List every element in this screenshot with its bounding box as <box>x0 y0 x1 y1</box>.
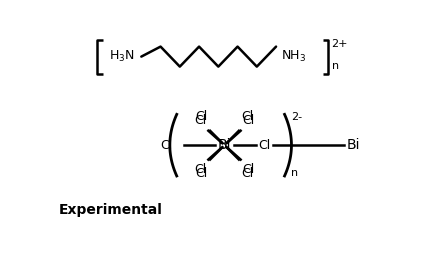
Text: Cl: Cl <box>242 163 254 176</box>
Text: NH$_3$: NH$_3$ <box>281 49 306 64</box>
Text: Cl: Cl <box>258 139 270 152</box>
Text: H$_3$N: H$_3$N <box>109 49 134 64</box>
Text: Experimental: Experimental <box>59 203 163 217</box>
Text: Bi: Bi <box>218 138 231 152</box>
Text: Cl: Cl <box>194 163 206 176</box>
Text: Cl: Cl <box>195 110 207 123</box>
Text: n: n <box>292 168 299 178</box>
Text: Cl: Cl <box>241 167 254 180</box>
Text: Cl: Cl <box>195 167 207 180</box>
Text: n: n <box>332 61 340 71</box>
Text: Bi: Bi <box>347 138 361 152</box>
Text: 2+: 2+ <box>331 39 348 49</box>
Text: Cl: Cl <box>241 110 254 123</box>
Text: Cl: Cl <box>161 139 173 152</box>
Text: Cl: Cl <box>242 114 254 127</box>
Text: 2-: 2- <box>291 112 302 122</box>
Text: Cl: Cl <box>194 114 206 127</box>
